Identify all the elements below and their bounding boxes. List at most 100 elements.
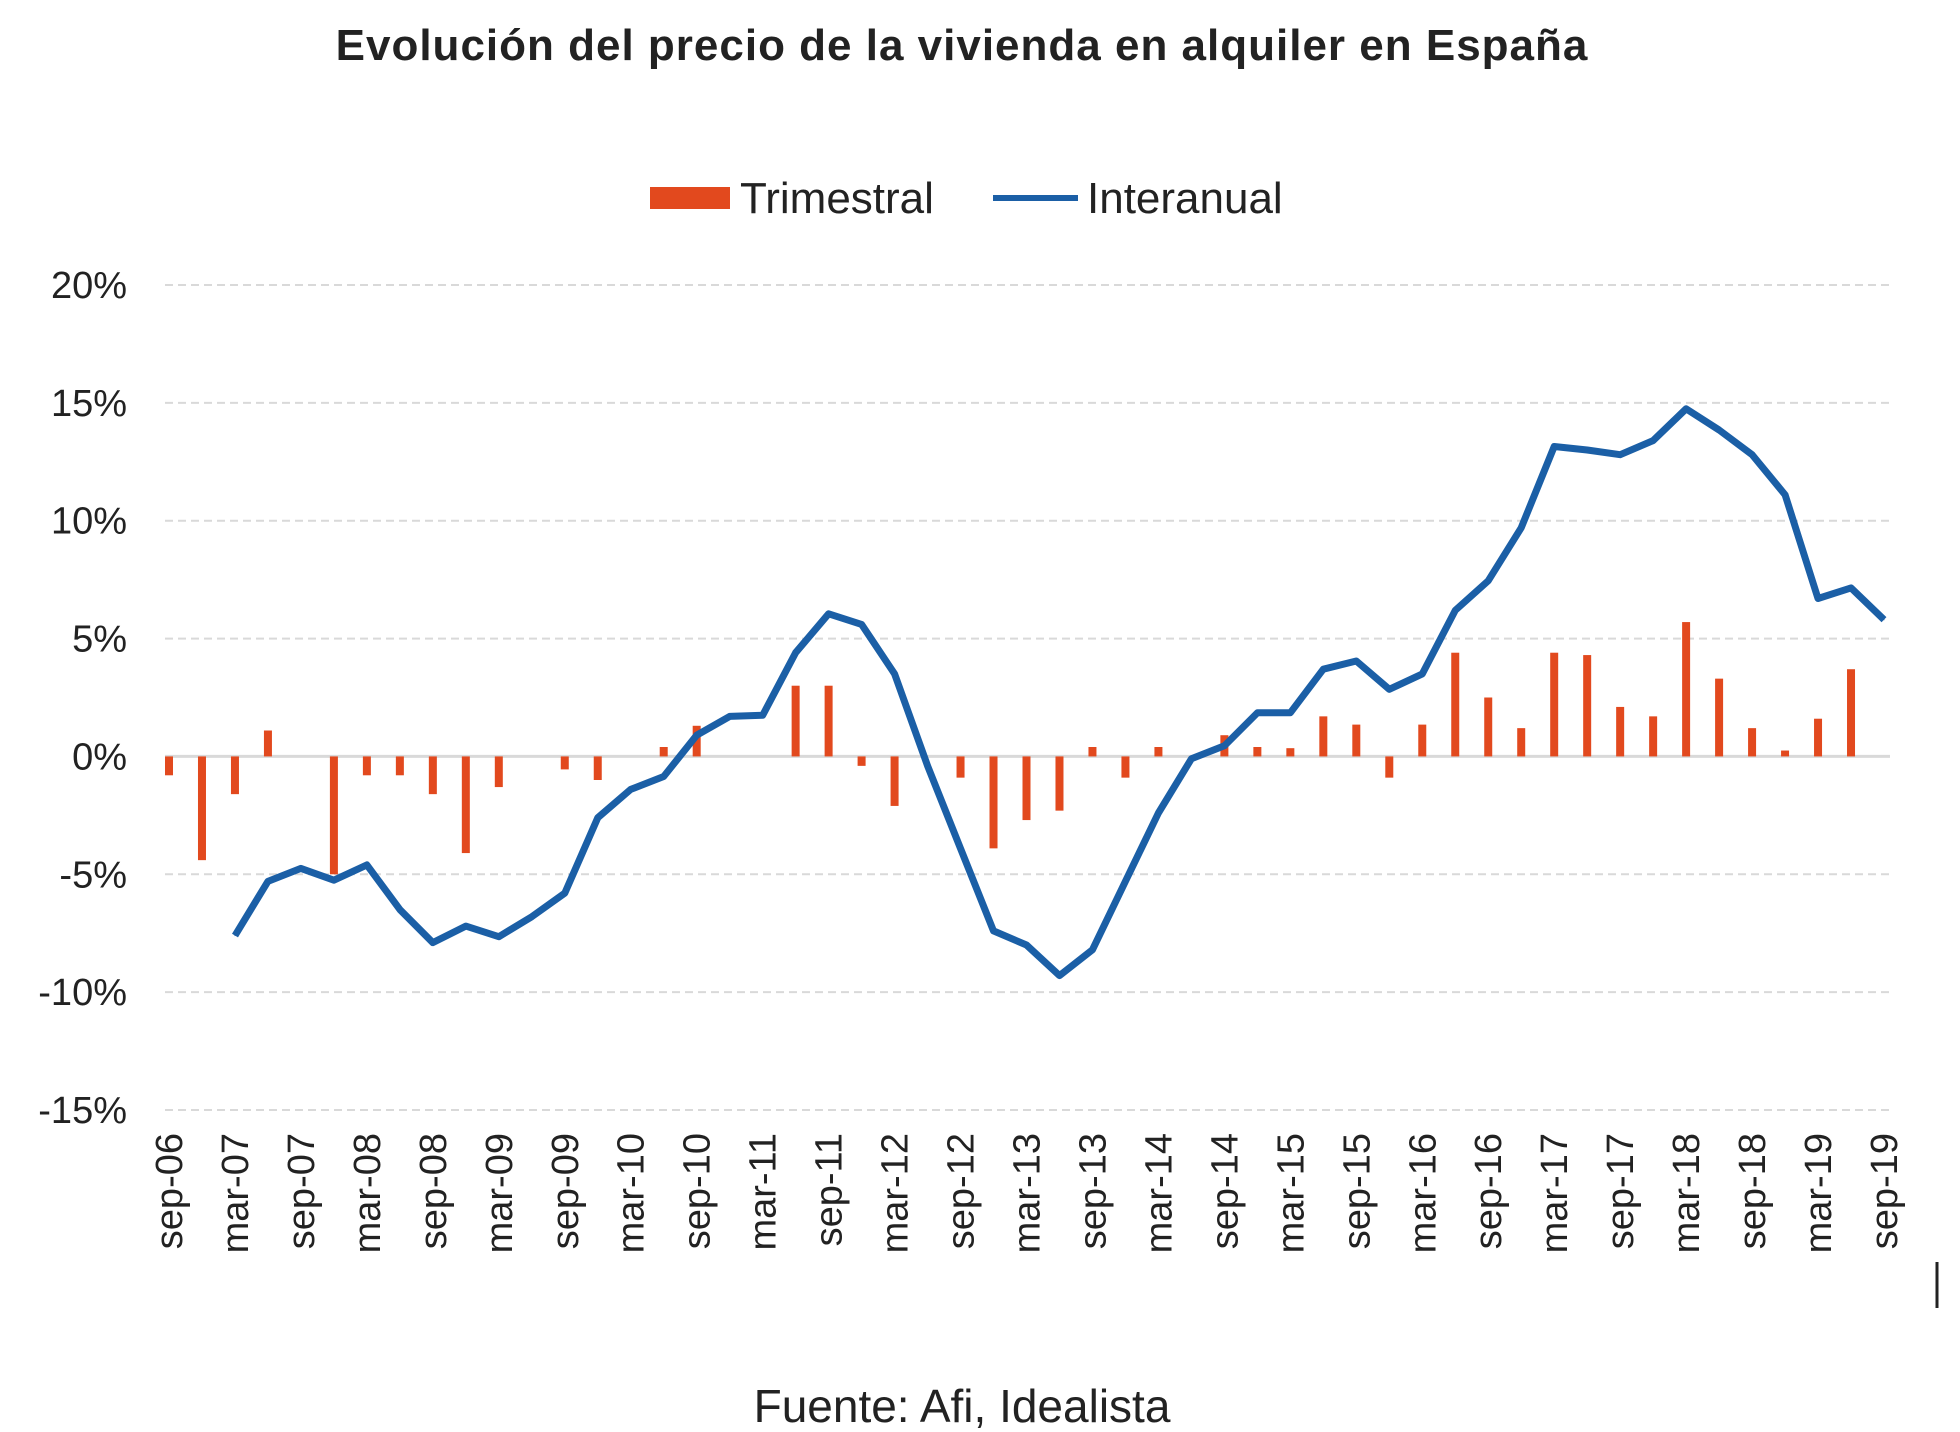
x-tick-label: sep-11 <box>809 1133 851 1246</box>
interanual-point <box>894 673 896 675</box>
trimestral-bar <box>659 747 668 757</box>
interanual-point <box>465 925 467 927</box>
interanual-point <box>597 817 599 819</box>
x-tick-label: sep-13 <box>1072 1133 1114 1249</box>
x-tick-label: mar-13 <box>1007 1133 1049 1253</box>
trimestral-bar <box>857 756 866 766</box>
trimestral-bar <box>1616 706 1625 757</box>
trimestral-bar <box>1649 716 1658 757</box>
x-tick-label: mar-11 <box>743 1133 785 1251</box>
legend-label-interanual: Interanual <box>1087 174 1283 223</box>
y-tick-label: -10% <box>38 972 127 1014</box>
interanual-point <box>1586 449 1588 451</box>
trimestral-bar <box>1814 718 1823 757</box>
interanual-point <box>1817 598 1819 599</box>
interanual-point <box>1553 445 1555 447</box>
interanual-point <box>432 942 434 944</box>
x-tick-label: sep-18 <box>1732 1133 1774 1249</box>
chart-title: Evolución del precio de la vivienda en a… <box>336 21 1589 70</box>
y-tick-label: 10% <box>51 501 127 543</box>
x-tick-label: sep-15 <box>1336 1133 1378 1249</box>
y-axis-ticks: 20% 15% 10% 5% 0% -5% -10% -15% <box>38 265 127 1132</box>
x-tick-label: mar-16 <box>1402 1133 1444 1253</box>
x-axis-ticks: sep-06 mar-07 sep-07 mar-08 sep-08 mar-09 sep-… <box>149 1133 1906 1253</box>
trimestral-bar <box>428 756 437 795</box>
trimestral-bar <box>1352 724 1361 757</box>
trimestral-bar <box>956 756 965 778</box>
interanual-point <box>1487 580 1489 582</box>
trimestral-bar <box>1253 747 1262 757</box>
x-tick-label: sep-16 <box>1468 1133 1510 1249</box>
interanual-point <box>1190 758 1192 760</box>
trimestral-bar <box>1121 756 1130 778</box>
x-tick-label: mar-08 <box>347 1133 389 1253</box>
trimestral-bar <box>791 685 800 757</box>
x-tick-label: sep-10 <box>677 1133 719 1249</box>
interanual-point <box>1026 944 1027 946</box>
interanual-point <box>564 892 566 894</box>
interanual-point <box>1157 812 1159 814</box>
x-tick-label: mar-09 <box>479 1133 521 1253</box>
trimestral-bar <box>1286 748 1295 757</box>
legend: Trimestral Interanual <box>650 174 1283 223</box>
interanual-point <box>1058 975 1060 977</box>
interanual-point <box>696 734 698 736</box>
interanual-point <box>1520 527 1522 529</box>
interanual-point <box>399 909 401 911</box>
interanual-point <box>630 788 632 790</box>
interanual-point <box>1124 880 1126 882</box>
trimestral-bar <box>1154 747 1163 757</box>
x-tick-label: mar-18 <box>1666 1133 1708 1253</box>
interanual-point <box>1322 668 1324 670</box>
trimestral-bar <box>362 756 371 776</box>
trimestral-bar <box>1583 655 1592 757</box>
interanual-point <box>927 765 929 767</box>
x-tick-label: sep-08 <box>413 1133 455 1249</box>
trimestral-bar <box>593 756 602 780</box>
trimestral-bar <box>1550 652 1559 757</box>
x-tick-label: mar-14 <box>1138 1133 1180 1253</box>
x-tick-label: sep-06 <box>149 1133 191 1249</box>
y-tick-label: 20% <box>51 265 127 307</box>
interanual-point <box>1388 688 1390 690</box>
interanual-point <box>1652 440 1654 442</box>
interanual-point <box>729 715 731 717</box>
trimestral-bar <box>824 685 833 757</box>
interanual-point <box>1289 712 1291 714</box>
y-tick-label: -15% <box>38 1090 127 1132</box>
trimestral-bar <box>1418 724 1427 757</box>
interanual-point <box>993 930 995 932</box>
interanual-point <box>300 867 302 869</box>
trimestral-bar <box>395 756 404 776</box>
interanual-point <box>531 916 533 918</box>
interanual-point <box>1883 619 1885 621</box>
legend-swatch-trimestral <box>650 187 730 209</box>
interanual-line <box>232 405 1887 980</box>
interanual-point <box>366 864 368 866</box>
trimestral-bar <box>1022 756 1031 821</box>
x-tick-label: mar-10 <box>611 1133 653 1253</box>
interanual-point <box>234 935 236 937</box>
interanual-point <box>1751 454 1753 456</box>
trimestral-bar <box>1682 622 1691 757</box>
x-tick-label: mar-07 <box>215 1133 257 1253</box>
trimestral-bar <box>1748 728 1757 757</box>
legend-label-trimestral: Trimestral <box>740 174 934 223</box>
trimestral-bar <box>692 725 701 757</box>
interanual-point <box>267 880 269 882</box>
interanual-line-group <box>232 405 1887 980</box>
y-tick-label: 15% <box>51 383 127 425</box>
x-tick-label: mar-17 <box>1534 1133 1576 1253</box>
trimestral-bar <box>1517 728 1526 757</box>
interanual-point <box>1421 673 1423 675</box>
trimestral-bar <box>1451 652 1460 757</box>
gridlines <box>165 284 1890 1111</box>
interanual-point <box>828 613 830 615</box>
trimestral-bar <box>494 756 503 788</box>
interanual-point <box>960 847 962 849</box>
y-tick-label: 0% <box>72 736 127 778</box>
trimestral-bar <box>1385 756 1394 778</box>
interanual-point <box>333 879 335 881</box>
trimestral-bar <box>461 756 470 854</box>
